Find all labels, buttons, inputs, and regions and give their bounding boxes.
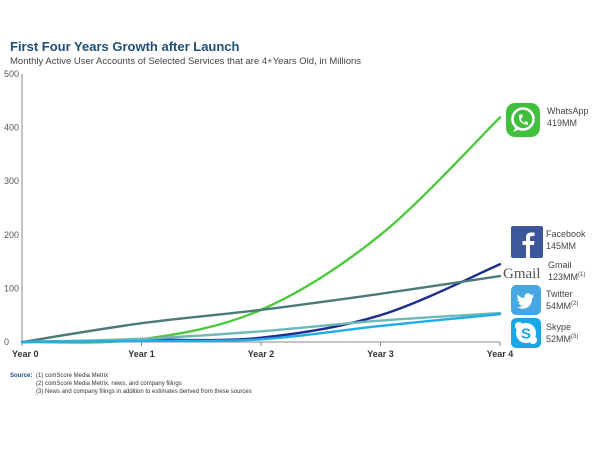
series-lines xyxy=(20,116,502,344)
source-note: (1) comScore Media Metrix xyxy=(36,373,109,379)
x-tick-label: Year 3 xyxy=(367,349,394,359)
source-heading: Source: xyxy=(10,373,33,379)
y-axis: 500 400 300 200 100 0 xyxy=(4,69,23,347)
series-label-sup: (2) xyxy=(571,301,578,307)
chart-title: First Four Years Growth after Launch xyxy=(10,39,240,54)
x-tick-label: Year 2 xyxy=(248,349,275,359)
y-tick-label: 300 xyxy=(4,176,19,186)
series-line-gmail xyxy=(20,274,502,344)
x-tick-label: Year 4 xyxy=(487,349,514,359)
gmail-icon: Gmail xyxy=(503,266,541,282)
source-note: (2) comScore Media Metrix, news, and com… xyxy=(36,381,182,387)
series-label-name: WhatsApp xyxy=(547,106,589,116)
y-tick-label: 0 xyxy=(4,337,9,347)
twitter-icon xyxy=(511,285,541,315)
series-label-name: Twitter xyxy=(546,289,573,299)
series-label-sup: (3) xyxy=(571,334,578,340)
series-label-value: 419MM xyxy=(547,118,577,128)
series-label-sup: (1) xyxy=(578,272,585,278)
series-label-value: 123MM(1) xyxy=(548,272,585,282)
series-label-name: Skype xyxy=(546,322,571,332)
source-note: (3) News and company filings in addition… xyxy=(36,389,252,395)
source-notes: Source: (1) comScore Media Metrix (2) com… xyxy=(10,372,252,396)
skype-icon: S xyxy=(511,318,541,348)
x-tick-label: Year 0 xyxy=(12,349,39,359)
chart-subtitle: Monthly Active User Accounts of Selected… xyxy=(10,56,362,67)
facebook-icon xyxy=(511,226,543,258)
whatsapp-icon xyxy=(506,103,540,137)
y-tick-label: 100 xyxy=(4,283,19,293)
x-tick-label: Year 1 xyxy=(128,349,155,359)
series-labels: WhatsApp 419MM Facebook 145MM Gmail 123MM(1) T… xyxy=(546,106,589,344)
series-line-skype xyxy=(20,312,502,344)
svg-text:Gmail: Gmail xyxy=(503,266,541,282)
series-label-name: Gmail xyxy=(548,260,572,270)
series-label-value: 54MM(2) xyxy=(546,301,578,311)
series-label-value: 52MM(3) xyxy=(546,334,578,344)
y-tick-label: 200 xyxy=(4,230,19,240)
y-tick-label: 500 xyxy=(4,69,19,79)
x-axis: Year 0 Year 1 Year 2 Year 3 Year 4 xyxy=(12,341,514,359)
series-label-value: 145MM xyxy=(546,241,576,251)
series-label-name: Facebook xyxy=(546,229,586,239)
svg-text:S: S xyxy=(521,326,531,343)
y-tick-label: 400 xyxy=(4,123,19,133)
